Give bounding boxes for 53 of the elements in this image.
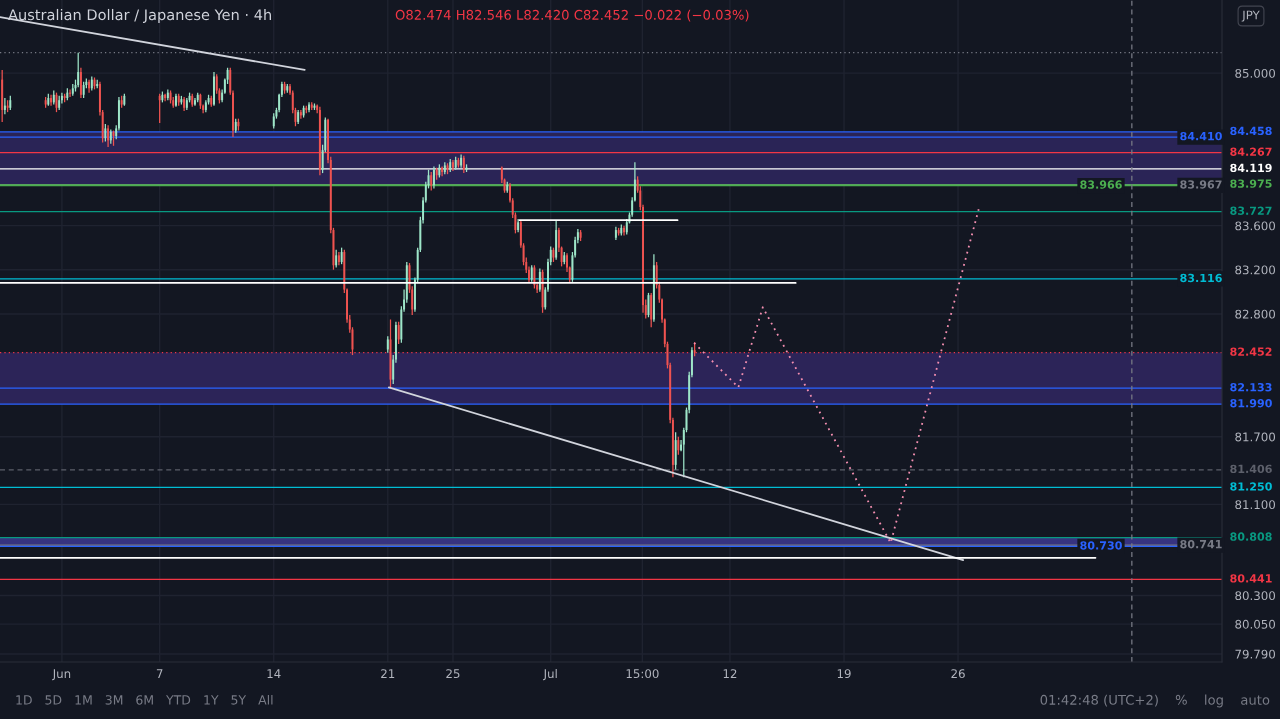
y-tick-label: 82.800 bbox=[1235, 309, 1276, 319]
x-tick-label: Jul bbox=[542, 668, 557, 681]
text: log bbox=[1205, 694, 1223, 708]
text: 5D bbox=[45, 695, 62, 705]
ref-line-label: 84.410 bbox=[1180, 131, 1222, 141]
ref-line-label: 84.458 bbox=[1230, 126, 1272, 136]
text: 1Y bbox=[204, 695, 219, 705]
y-tick-label: 81.100 bbox=[1235, 500, 1276, 510]
text: 1M bbox=[75, 695, 92, 705]
ref-line-label: 83.975 bbox=[1230, 179, 1272, 188]
ref-line-label: 81.406 bbox=[1230, 464, 1272, 474]
ref-line-label: 83.116 bbox=[1180, 273, 1222, 283]
x-tick-label: 15:00 bbox=[626, 669, 659, 679]
text: All bbox=[258, 694, 273, 705]
ref-line-label: 82.452 bbox=[1230, 347, 1272, 356]
text: 3M bbox=[105, 695, 123, 705]
x-tick-label: 25 bbox=[446, 669, 460, 679]
y-tick-label: 81.700 bbox=[1235, 432, 1276, 442]
ref-line-label: 81.990 bbox=[1230, 399, 1272, 408]
text: 01:42:48 (UTC+2) bbox=[1040, 694, 1158, 707]
ref-line-label: 81.250 bbox=[1230, 482, 1272, 491]
x-tick-label: 7 bbox=[156, 669, 163, 678]
y-tick-label: 83.200 bbox=[1235, 265, 1276, 275]
y-tick-label: 79.790 bbox=[1235, 649, 1276, 659]
y-axis-title: JPY bbox=[1241, 10, 1260, 22]
ref-line-label: 80.808 bbox=[1230, 532, 1272, 541]
ref-line-label: 82.133 bbox=[1230, 383, 1272, 392]
ref-line-label: 80.730 bbox=[1080, 541, 1122, 550]
x-tick-label: 19 bbox=[837, 669, 851, 679]
ref-line-label: 83.727 bbox=[1230, 206, 1272, 215]
text: auto bbox=[1241, 695, 1270, 705]
x-tick-label: 21 bbox=[381, 669, 395, 678]
text: % bbox=[1175, 694, 1187, 705]
ref-line-label: 80.441 bbox=[1230, 574, 1272, 583]
y-tick-label: 85.000 bbox=[1235, 68, 1276, 78]
text: 6M bbox=[136, 695, 153, 705]
x-tick-label: 14 bbox=[267, 669, 281, 678]
x-tick-label: 26 bbox=[951, 669, 965, 679]
text: Australian Dollar / Japanese Yen · 4h bbox=[8, 8, 271, 24]
ref-line-label: 84.267 bbox=[1230, 147, 1272, 156]
x-tick-label: 12 bbox=[723, 669, 737, 678]
text: 1D bbox=[16, 695, 32, 705]
text: 5Y bbox=[231, 695, 247, 705]
ref-line-label: 83.966 bbox=[1080, 180, 1122, 189]
ref-line-label: 84.119 bbox=[1230, 163, 1272, 173]
y-tick-label: 80.300 bbox=[1235, 591, 1276, 601]
y-tick-label: 83.600 bbox=[1235, 221, 1276, 231]
y-tick-label: 80.050 bbox=[1235, 619, 1276, 629]
text: O82.474 H82.546 L82.420 C82.452 −0.022 (−0.03%) bbox=[395, 9, 749, 22]
x-tick-label: Jun bbox=[52, 669, 71, 681]
ref-line-label: 83.967 bbox=[1180, 180, 1222, 189]
ref-line-label: 80.741 bbox=[1180, 539, 1222, 549]
text: YTD bbox=[165, 695, 191, 705]
